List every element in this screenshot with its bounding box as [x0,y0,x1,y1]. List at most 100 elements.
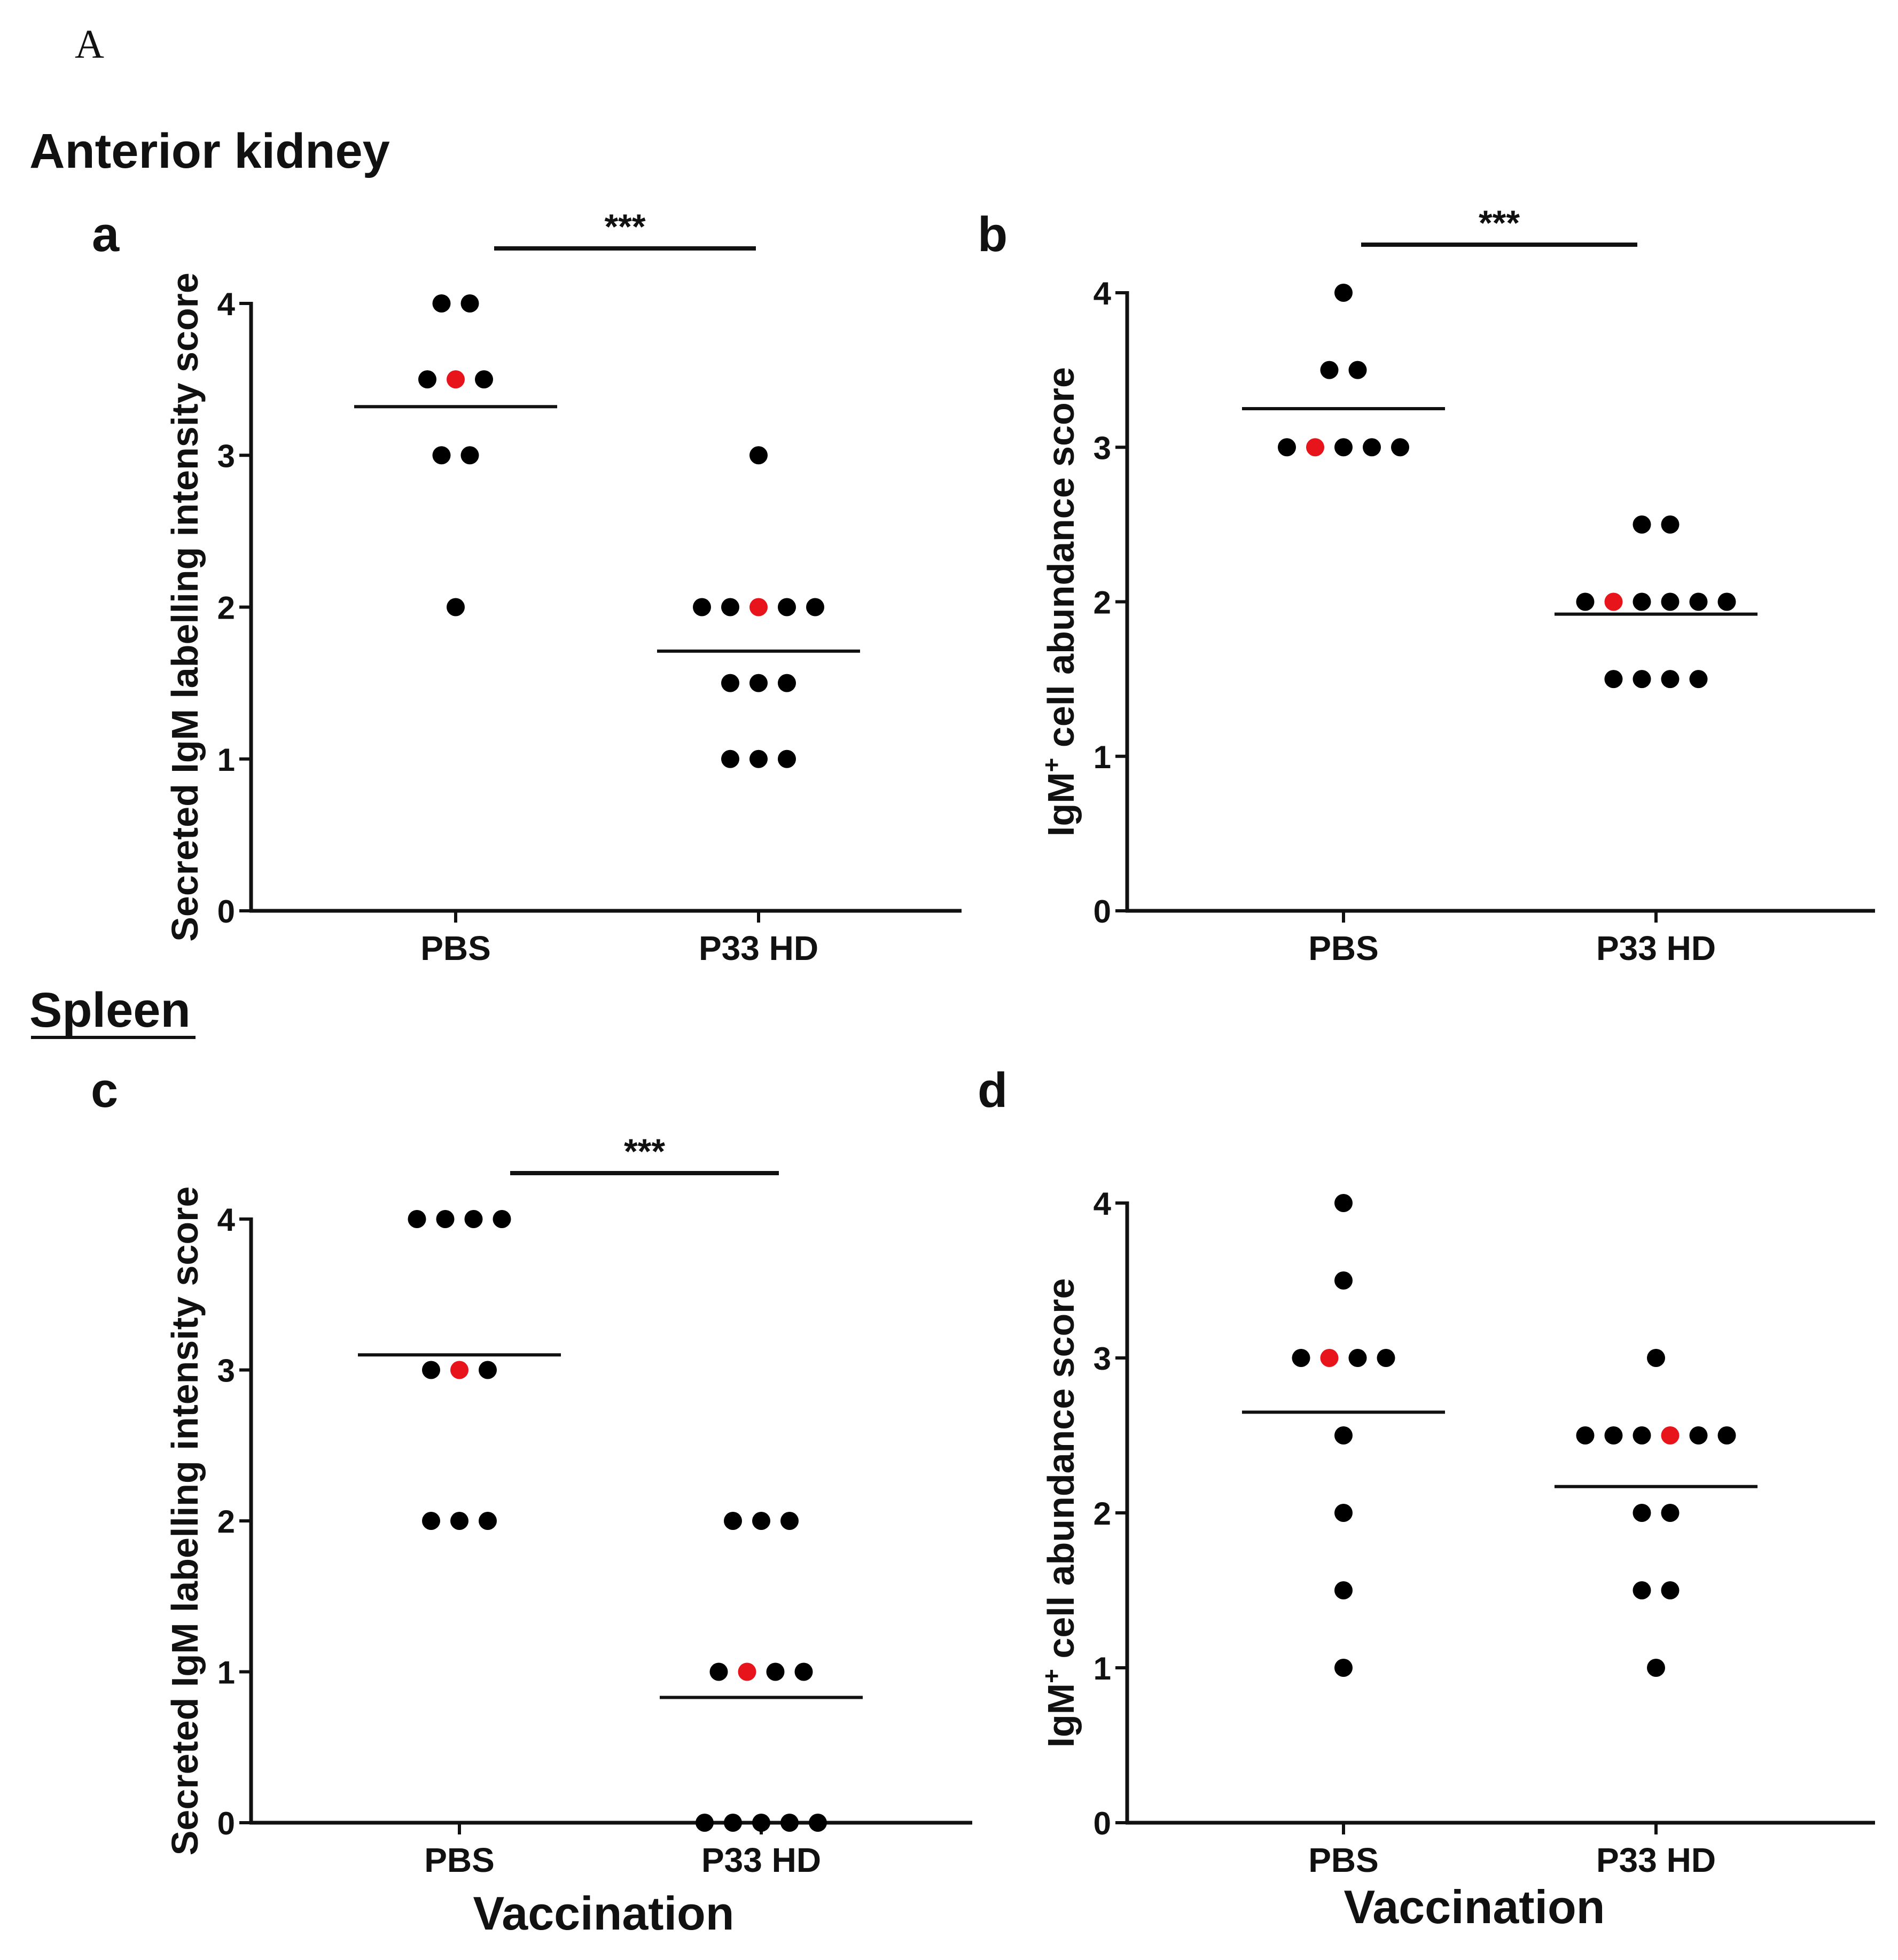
data-point [1348,361,1367,379]
data-point [1633,670,1651,689]
panel-label: a [92,207,120,262]
panel-label: b [978,207,1007,262]
y-tick-label: 2 [1094,1496,1111,1532]
data-point [1633,1504,1651,1522]
data-point [749,446,768,465]
data-point [475,370,493,389]
y-tick-label: 2 [217,590,235,626]
data-point [1689,670,1708,689]
panels-group: a 0 1 2 3 4 PBS P33 HD Secreted IgM labelling in… [91,203,1875,1940]
data-point [1661,1581,1680,1599]
x-category-label: P33 HD [1596,929,1716,967]
figure-label: A [75,22,104,67]
significance-label: *** [624,1131,665,1171]
y-axis-title: IgM+ cell abundance score [1037,1278,1082,1748]
data-point [693,598,711,616]
data-point [1633,1426,1651,1444]
data-point [1661,592,1680,611]
y-tick-label: 1 [217,1655,235,1691]
data-point [1576,592,1595,611]
data-point [1320,361,1339,379]
panel-label: d [978,1063,1007,1118]
data-point [460,446,479,465]
data-point [1633,515,1651,534]
data-point [493,1210,511,1228]
panel-d: d 0 1 2 3 4 PBS P33 HD IgM+ cell abundance score… [978,1063,1875,1933]
data-point [1278,438,1296,457]
data-point [809,1814,827,1832]
data-point [1661,670,1680,689]
y-tick-label: 3 [1094,1341,1111,1377]
y-axis-title: IgM+ cell abundance score [1037,367,1082,837]
data-point [724,1814,742,1832]
y-axis-title: Secreted IgM labelling intensity score [164,272,206,942]
data-point [1633,1581,1651,1599]
data-point [1661,1504,1680,1522]
y-tick-label: 1 [1094,739,1111,775]
data-point [422,1361,440,1379]
y-tick-label: 4 [217,1202,236,1238]
data-point [436,1210,455,1228]
y-tick-label: 2 [1094,585,1111,621]
data-point [418,370,436,389]
y-tick-label: 0 [217,894,235,930]
data-point [450,1512,468,1530]
data-point [752,1512,770,1530]
x-category-label: P33 HD [701,1841,821,1879]
data-point [1363,438,1381,457]
data-point [1292,1349,1310,1367]
data-point [724,1512,742,1530]
data-point-highlight [1661,1426,1680,1444]
panel-a: a 0 1 2 3 4 PBS P33 HD Secreted IgM labelling in… [92,207,962,967]
data-point-highlight [1306,438,1324,457]
y-tick-label: 3 [1094,430,1111,466]
data-point [1604,670,1623,689]
data-point-highlight [1320,1349,1339,1367]
panel-label: c [91,1063,118,1118]
section-title-spleen: Spleen [29,983,191,1037]
data-point [432,294,451,313]
y-tick-label: 2 [217,1504,235,1540]
significance-label: *** [604,207,645,246]
data-point [422,1512,440,1530]
y-tick-label: 4 [1094,276,1112,311]
x-category-label: PBS [1308,929,1379,967]
data-point [1334,1581,1353,1599]
data-point [1334,1426,1353,1444]
data-point [464,1210,483,1228]
panel-c: c 0 1 2 3 4 PBS P33 HD Secreted IgM labelling in… [91,1063,972,1940]
data-point [479,1512,497,1530]
data-point-highlight [749,598,768,616]
y-tick-label: 1 [217,742,235,778]
data-point [432,446,451,465]
y-tick-label: 0 [1094,894,1111,930]
y-tick-label: 0 [217,1806,235,1841]
y-tick-label: 0 [1094,1806,1111,1841]
x-axis-title: Vaccination [473,1887,734,1940]
data-point [806,598,824,616]
x-category-label: PBS [424,1841,495,1879]
data-point [721,598,739,616]
data-point [721,749,739,768]
data-point [1348,1349,1367,1367]
data-point [778,674,796,692]
data-point [1576,1426,1595,1444]
y-tick-label: 3 [217,438,235,474]
x-category-label: PBS [1308,1841,1379,1879]
data-point-highlight [738,1662,756,1681]
y-tick-label: 1 [1094,1651,1111,1686]
x-category-label: P33 HD [699,929,818,967]
y-axis-title: Secreted IgM labelling intensity score [164,1186,206,1856]
y-tick-label: 4 [217,286,236,322]
data-point-highlight [447,370,465,389]
data-point [778,749,796,768]
x-category-label: P33 HD [1596,1841,1716,1879]
section-title-anterior-kidney: Anterior kidney [29,124,390,178]
data-point [1689,1426,1708,1444]
data-point [749,749,768,768]
data-point [752,1814,770,1832]
data-point [447,598,465,616]
data-point [1717,1426,1736,1444]
data-point [1334,284,1353,302]
